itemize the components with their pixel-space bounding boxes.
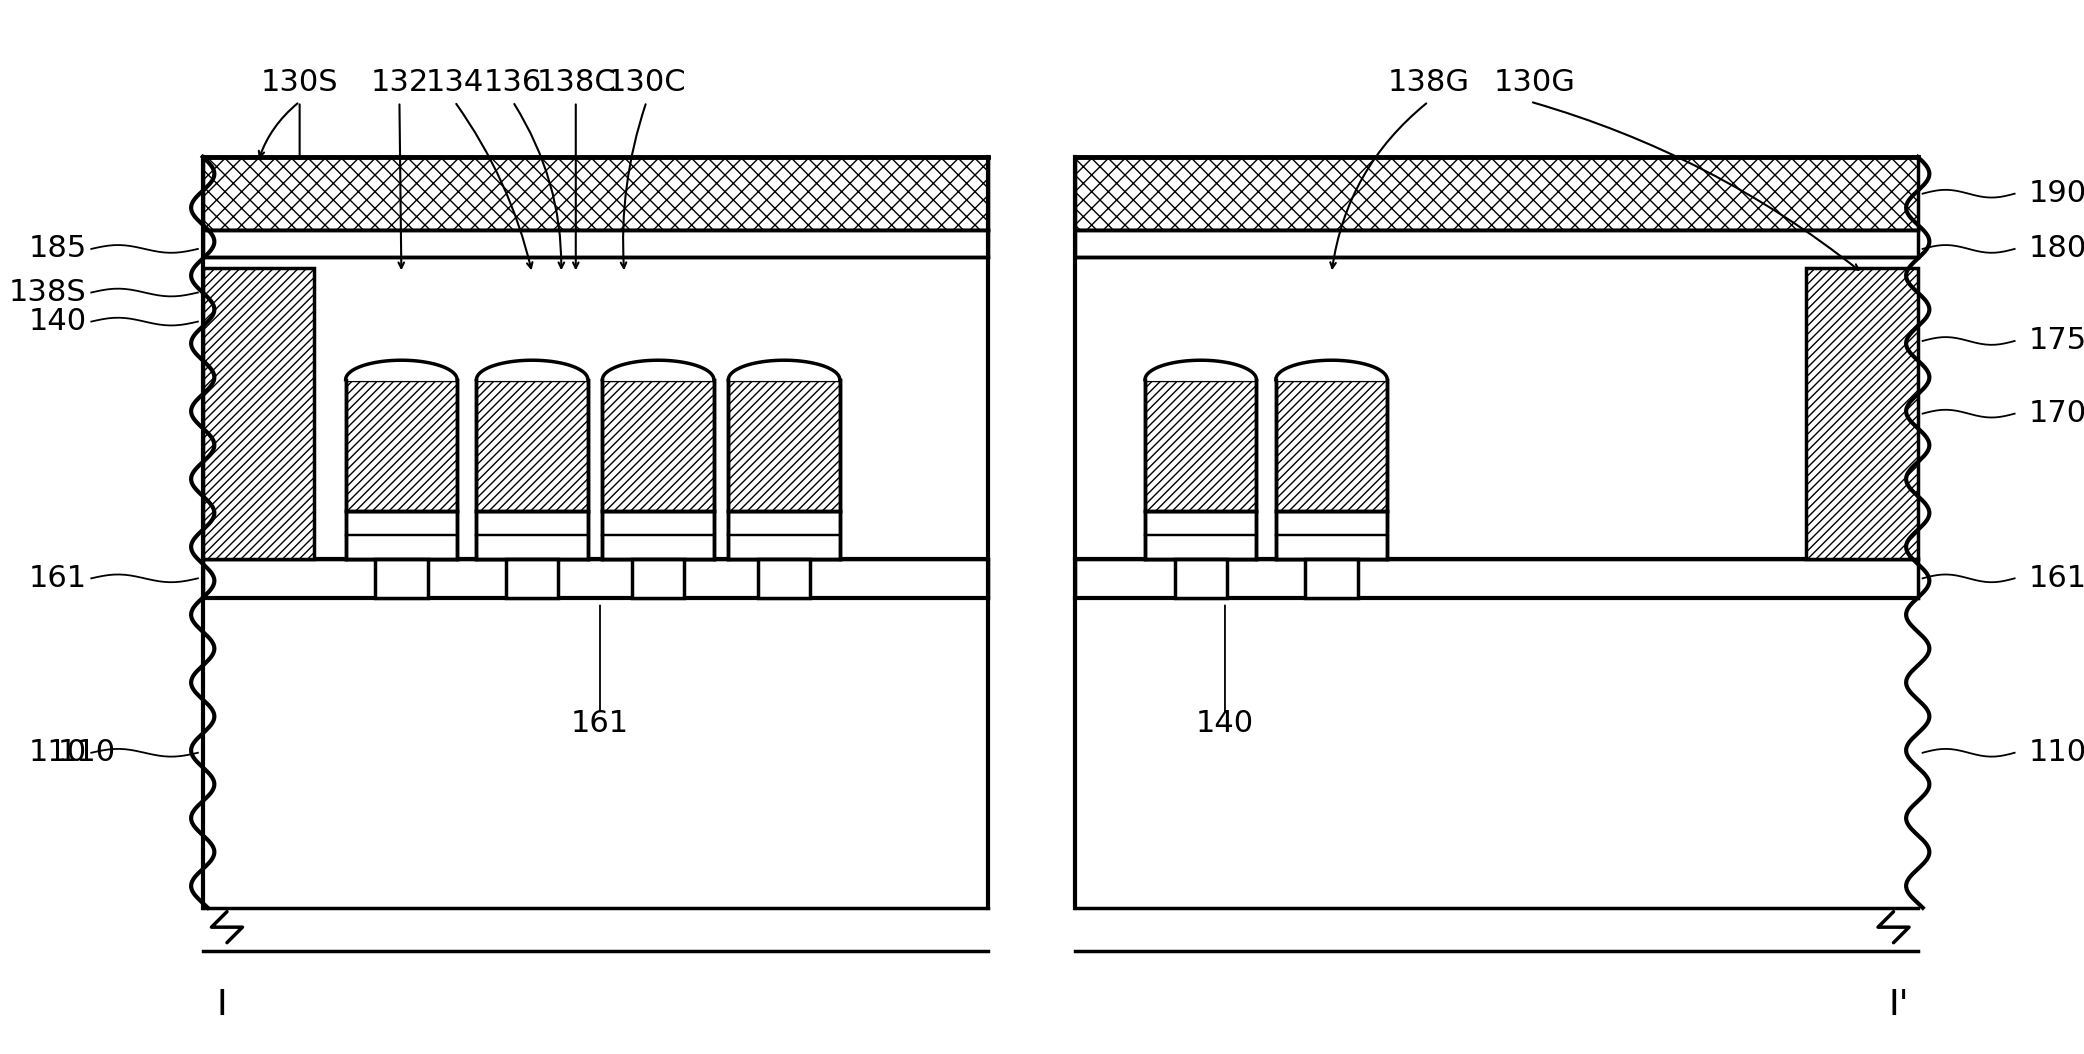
Bar — [1075, 157, 1917, 230]
Bar — [729, 379, 840, 510]
Bar — [759, 559, 811, 598]
Bar — [1275, 510, 1388, 559]
Bar — [1144, 379, 1257, 510]
Bar — [202, 559, 988, 598]
Text: 175: 175 — [2030, 327, 2084, 355]
Bar — [602, 379, 715, 510]
Bar — [1144, 510, 1257, 559]
Text: 136: 136 — [483, 67, 542, 97]
Text: 185: 185 — [29, 234, 85, 264]
Text: I': I' — [1888, 988, 1909, 1021]
Bar — [1075, 559, 1917, 598]
Bar — [202, 157, 988, 230]
Text: 130G: 130G — [1494, 67, 1576, 97]
Bar — [1075, 257, 1917, 559]
Text: I: I — [217, 988, 227, 1021]
Bar — [202, 598, 988, 907]
Bar — [602, 510, 715, 559]
Bar — [375, 559, 427, 598]
Bar — [631, 559, 684, 598]
Bar — [346, 510, 456, 559]
Text: 161: 161 — [2030, 564, 2084, 592]
Text: 110: 110 — [58, 738, 115, 767]
Text: 161: 161 — [29, 564, 85, 592]
Bar — [477, 510, 588, 559]
Bar — [202, 257, 988, 559]
Text: 134: 134 — [425, 67, 483, 97]
Text: 140: 140 — [29, 307, 85, 336]
Bar — [202, 269, 315, 559]
Bar — [202, 230, 988, 257]
Bar — [506, 559, 559, 598]
Bar — [1175, 559, 1227, 598]
Text: 161: 161 — [571, 709, 629, 738]
Bar — [1807, 269, 1917, 559]
Bar — [1275, 379, 1388, 510]
Bar — [1305, 559, 1357, 598]
Text: 130C: 130C — [606, 67, 686, 97]
Text: 140: 140 — [1196, 709, 1255, 738]
Text: 138G: 138G — [1388, 67, 1469, 97]
Text: 130S: 130S — [260, 67, 338, 97]
Bar — [477, 379, 588, 510]
Bar — [1075, 598, 1917, 907]
Bar — [346, 379, 456, 510]
Text: 138C: 138C — [538, 67, 617, 97]
Text: 180: 180 — [2030, 234, 2084, 264]
Text: 170: 170 — [2030, 399, 2084, 428]
Text: 138S: 138S — [8, 278, 85, 307]
Text: 110: 110 — [2030, 738, 2084, 767]
Text: 190: 190 — [2030, 179, 2084, 209]
Bar — [729, 510, 840, 559]
Text: 110: 110 — [29, 738, 85, 767]
Text: 132: 132 — [371, 67, 429, 97]
Bar — [1075, 230, 1917, 257]
